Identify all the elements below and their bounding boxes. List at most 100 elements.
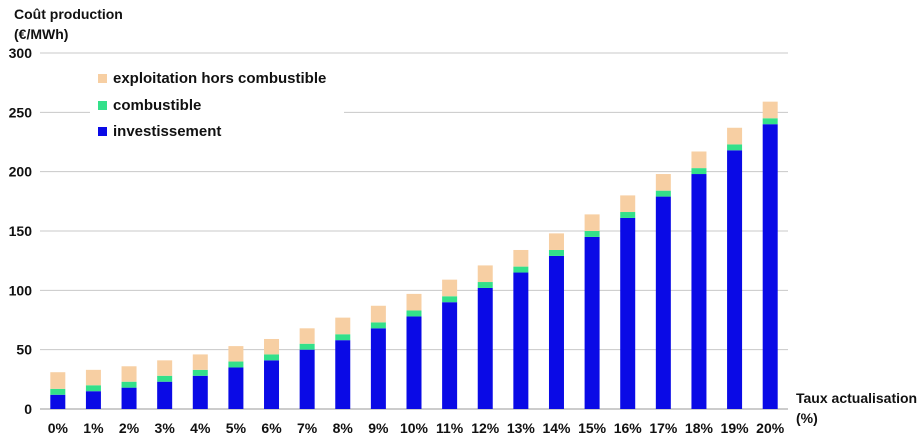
bar-exploitation-11% bbox=[442, 279, 458, 297]
x-tick-label: 5% bbox=[226, 420, 247, 436]
bar-exploitation-6% bbox=[264, 338, 280, 355]
x-tick-label: 6% bbox=[261, 420, 282, 436]
bar-exploitation-20% bbox=[762, 101, 778, 119]
x-axis-title-line2: (%) bbox=[796, 410, 818, 426]
bar-combustible-8% bbox=[335, 334, 351, 341]
x-tick-label: 20% bbox=[756, 420, 785, 436]
bar-investissement-5% bbox=[228, 367, 244, 409]
bar-investissement-14% bbox=[548, 255, 564, 409]
bar-exploitation-14% bbox=[548, 233, 564, 250]
bars bbox=[50, 101, 778, 409]
legend-swatch-investissement bbox=[98, 126, 107, 136]
legend-item-combustible: combustible bbox=[98, 95, 201, 115]
bar-investissement-19% bbox=[727, 150, 743, 409]
bar-combustible-4% bbox=[192, 369, 208, 376]
bar-investissement-2% bbox=[121, 387, 137, 409]
bar-investissement-12% bbox=[477, 287, 493, 409]
bar-combustible-11% bbox=[442, 296, 458, 303]
y-tick-label: 200 bbox=[9, 164, 33, 180]
y-axis-title-line1: Coût production bbox=[14, 6, 123, 22]
bar-investissement-20% bbox=[762, 124, 778, 409]
y-tick-label: 50 bbox=[16, 342, 32, 358]
bar-exploitation-12% bbox=[477, 265, 493, 283]
x-tick-label: 19% bbox=[721, 420, 750, 436]
x-tick-label: 8% bbox=[333, 420, 354, 436]
legend-swatch-combustible bbox=[98, 100, 107, 110]
bar-investissement-1% bbox=[85, 391, 101, 409]
x-axis-ticks: 0% 1% 2% 3% 4% 5% 6% 7% 8% 9% 10% 11% 12% 13% 14% 15% 16… bbox=[48, 420, 785, 436]
bar-combustible-16% bbox=[620, 212, 636, 218]
x-tick-label: 2% bbox=[119, 420, 140, 436]
bar-combustible-3% bbox=[157, 375, 173, 382]
y-tick-label: 100 bbox=[9, 282, 33, 298]
y-axis-title: Coût production (€/MWh) bbox=[14, 4, 123, 44]
bar-combustible-5% bbox=[228, 361, 244, 368]
x-tick-label: 11% bbox=[436, 420, 464, 436]
bar-exploitation-1% bbox=[85, 369, 101, 386]
bar-investissement-8% bbox=[335, 340, 351, 409]
x-tick-label: 18% bbox=[685, 420, 714, 436]
bar-exploitation-15% bbox=[584, 214, 600, 231]
y-axis-title-line2: (€/MWh) bbox=[14, 26, 69, 42]
bar-exploitation-19% bbox=[727, 127, 743, 145]
x-tick-label: 7% bbox=[297, 420, 318, 436]
bar-investissement-11% bbox=[442, 302, 458, 409]
y-tick-label: 0 bbox=[24, 401, 32, 417]
legend-item-investissement: investissement bbox=[98, 121, 221, 141]
bar-combustible-12% bbox=[477, 282, 493, 288]
y-tick-label: 300 bbox=[9, 45, 33, 61]
legend-label-exploitation: exploitation hors combustible bbox=[113, 69, 327, 87]
bar-investissement-9% bbox=[370, 328, 386, 409]
x-tick-label: 0% bbox=[48, 420, 69, 436]
y-axis-ticks: 0 50 100 150 200 250 300 bbox=[9, 45, 33, 417]
x-tick-label: 17% bbox=[649, 420, 678, 436]
bar-combustible-0% bbox=[50, 388, 66, 395]
bar-combustible-18% bbox=[691, 168, 707, 175]
bar-exploitation-18% bbox=[691, 151, 707, 169]
x-axis-title-line1: Taux actualisation bbox=[796, 390, 918, 406]
x-tick-label: 14% bbox=[542, 420, 571, 436]
bar-combustible-15% bbox=[584, 231, 600, 237]
bar-exploitation-7% bbox=[299, 328, 315, 344]
bar-exploitation-13% bbox=[513, 249, 529, 267]
legend: exploitation hors combustible combustibl… bbox=[90, 64, 344, 148]
x-tick-label: 10% bbox=[400, 420, 429, 436]
x-tick-label: 3% bbox=[155, 420, 176, 436]
bar-exploitation-10% bbox=[406, 293, 422, 311]
bar-combustible-7% bbox=[299, 343, 315, 350]
x-tick-label: 9% bbox=[368, 420, 389, 436]
bar-exploitation-4% bbox=[192, 354, 208, 370]
bar-exploitation-5% bbox=[228, 346, 244, 362]
legend-label-investissement: investissement bbox=[113, 122, 222, 140]
bar-combustible-10% bbox=[406, 310, 422, 317]
bar-combustible-17% bbox=[655, 190, 671, 197]
x-axis-title: Taux actualisation (%) bbox=[796, 388, 917, 428]
bar-exploitation-16% bbox=[620, 195, 636, 213]
bar-investissement-18% bbox=[691, 174, 707, 409]
legend-swatch-exploitation bbox=[98, 73, 107, 83]
bar-investissement-6% bbox=[264, 360, 280, 409]
bar-combustible-1% bbox=[85, 385, 101, 392]
bar-combustible-6% bbox=[264, 354, 280, 361]
bar-exploitation-3% bbox=[157, 360, 173, 376]
legend-label-combustible: combustible bbox=[113, 96, 202, 114]
bar-exploitation-8% bbox=[335, 317, 351, 335]
bar-combustible-9% bbox=[370, 322, 386, 329]
x-tick-label: 12% bbox=[471, 420, 500, 436]
bar-exploitation-2% bbox=[121, 366, 137, 382]
bar-investissement-3% bbox=[157, 381, 173, 409]
y-tick-label: 250 bbox=[9, 104, 33, 120]
x-tick-label: 15% bbox=[578, 420, 607, 436]
bar-combustible-2% bbox=[121, 381, 137, 388]
bar-investissement-17% bbox=[655, 196, 671, 409]
bar-combustible-14% bbox=[548, 249, 564, 256]
x-tick-label: 4% bbox=[190, 420, 211, 436]
bar-combustible-19% bbox=[727, 144, 743, 151]
bar-investissement-16% bbox=[620, 217, 636, 409]
x-tick-label: 16% bbox=[614, 420, 643, 436]
bar-investissement-10% bbox=[406, 316, 422, 409]
x-tick-label: 1% bbox=[83, 420, 104, 436]
bar-combustible-13% bbox=[513, 266, 529, 273]
bar-exploitation-9% bbox=[370, 305, 386, 323]
bar-exploitation-17% bbox=[655, 174, 671, 191]
